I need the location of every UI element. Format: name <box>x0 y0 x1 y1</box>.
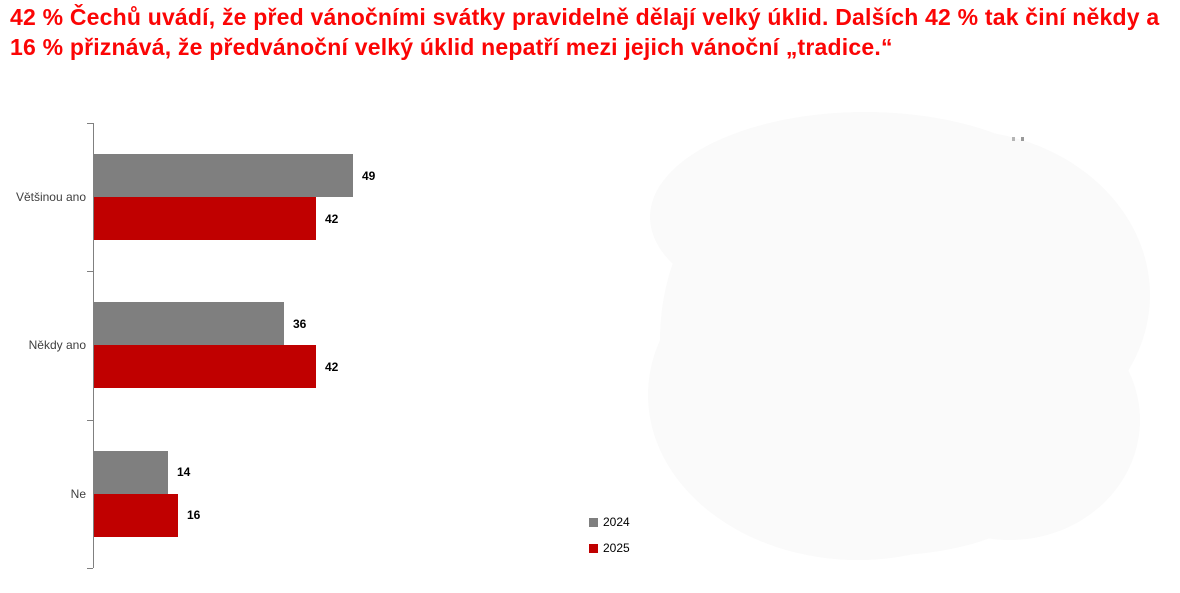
bar-line: 42 <box>94 197 375 240</box>
bar-line: 14 <box>94 450 200 494</box>
category-row: Ne 14 16 <box>0 420 660 568</box>
category-bars: 14 16 <box>94 450 201 537</box>
legend-swatch-2025-icon <box>589 543 598 553</box>
value-label: 14 <box>177 465 191 480</box>
category-label: Někdy ano <box>28 338 86 353</box>
chart-title: 42 % Čechů uvádí, že před vánočními svát… <box>10 4 1160 60</box>
bar-line: 42 <box>94 345 339 389</box>
value-label: 42 <box>325 211 339 226</box>
value-label: 42 <box>325 359 339 374</box>
legend-label-2024: 2024 <box>603 515 630 529</box>
category-bars: 49 42 <box>94 154 375 240</box>
chart-rows: Většinou ano 49 42 Někdy ano 36 42 Ne 14 16 <box>0 123 660 568</box>
bar-2025 <box>94 197 316 240</box>
axis-tick <box>87 568 93 569</box>
bar-2025 <box>94 345 316 389</box>
legend-swatch-2024-icon <box>589 517 598 527</box>
value-label: 49 <box>362 168 376 183</box>
category-axis-line <box>93 123 94 568</box>
bar-line: 16 <box>94 493 201 537</box>
axis-tick <box>87 420 93 421</box>
legend-label-2025: 2025 <box>603 541 630 555</box>
bar-line: 36 <box>94 302 338 346</box>
legend-item-2024: 2024 <box>589 509 630 535</box>
value-label: 16 <box>187 508 201 523</box>
bar-2024 <box>94 154 353 197</box>
bar-chart: Většinou ano 49 42 Někdy ano 36 42 Ne 14 16 <box>0 123 660 569</box>
bar-2024 <box>94 302 284 346</box>
category-bars: 36 42 <box>94 302 339 389</box>
value-label: 36 <box>293 316 307 331</box>
axis-tick <box>87 123 93 124</box>
bar-line: 49 <box>94 154 375 197</box>
legend: 2024 2025 <box>589 509 630 561</box>
watermark-blob-part <box>660 150 960 530</box>
category-label: Většinou ano <box>15 190 86 205</box>
axis-tick <box>87 271 93 272</box>
tiny-artifact <box>1012 136 1028 142</box>
category-row: Někdy ano 36 42 <box>0 271 660 419</box>
bar-2024 <box>94 450 168 494</box>
category-row: Většinou ano 49 42 <box>0 123 660 271</box>
legend-item-2025: 2025 <box>589 535 630 561</box>
category-label: Ne <box>70 486 86 501</box>
bar-2025 <box>94 493 178 537</box>
